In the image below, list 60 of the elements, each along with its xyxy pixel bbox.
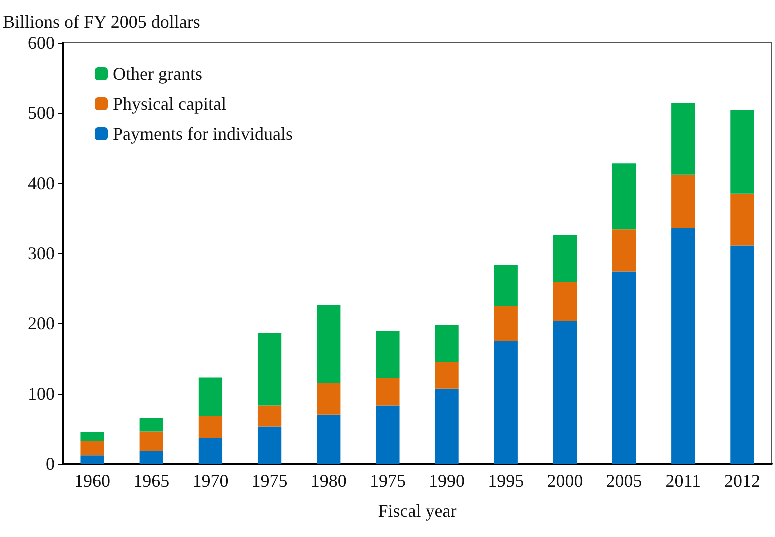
bar — [198, 438, 223, 464]
bar — [140, 418, 164, 432]
bar — [376, 378, 400, 406]
bar — [553, 282, 578, 322]
bar — [140, 432, 164, 452]
bar — [435, 388, 459, 464]
bar — [612, 272, 636, 464]
bar — [376, 406, 400, 464]
x-tick-label: 1970 — [192, 471, 229, 491]
bar — [672, 103, 696, 175]
x-tick-label: 1980 — [310, 471, 347, 491]
bar — [376, 331, 400, 378]
y-tick-label: 600 — [28, 33, 55, 53]
legend-label: Physical capital — [113, 94, 226, 114]
bar — [672, 174, 696, 228]
bar — [317, 414, 341, 464]
bar — [140, 451, 164, 464]
bar — [612, 230, 636, 272]
x-tick-label: 2005 — [606, 471, 642, 491]
x-tick-label: 2011 — [666, 471, 702, 491]
bar — [435, 362, 459, 389]
bar — [317, 383, 341, 415]
y-tick-label: 0 — [46, 454, 55, 474]
y-tick-label: 400 — [28, 173, 55, 194]
x-tick-label: 1975 — [370, 471, 406, 491]
bar — [258, 333, 282, 406]
x-tick-label: 1990 — [429, 471, 466, 491]
bar — [730, 246, 754, 464]
legend-label: Other grants — [113, 64, 202, 84]
bar — [553, 322, 578, 464]
bar — [80, 456, 104, 464]
bar — [198, 378, 223, 416]
y-tick-label: 300 — [28, 244, 55, 264]
bar — [612, 164, 636, 230]
bar — [494, 306, 518, 342]
x-tick-label: 2012 — [724, 471, 760, 491]
bar — [258, 426, 282, 464]
x-tick-label: 1975 — [252, 471, 288, 491]
x-tick-label: 1995 — [488, 471, 524, 491]
bar — [80, 432, 104, 442]
bar — [553, 235, 578, 282]
y-tick-label: 500 — [28, 103, 55, 124]
bar — [198, 416, 223, 438]
bar — [494, 341, 518, 464]
y-tick-label: 200 — [28, 314, 55, 334]
bar — [317, 305, 341, 384]
y-tick-label: 100 — [28, 384, 55, 404]
x-tick-label: 1965 — [134, 471, 170, 491]
legend-label: Payments for individuals — [113, 124, 293, 144]
x-tick-label: 2000 — [547, 471, 584, 491]
bar — [435, 325, 459, 362]
x-tick-label: 1960 — [74, 471, 111, 491]
bar — [80, 442, 104, 456]
bar — [258, 406, 282, 427]
bar — [730, 194, 754, 246]
x-axis-title: Fiscal year — [378, 501, 457, 521]
bar — [672, 228, 696, 464]
bar — [730, 110, 754, 194]
y-axis-title: Billions of FY 2005 dollars — [3, 12, 200, 32]
bar — [494, 265, 518, 306]
